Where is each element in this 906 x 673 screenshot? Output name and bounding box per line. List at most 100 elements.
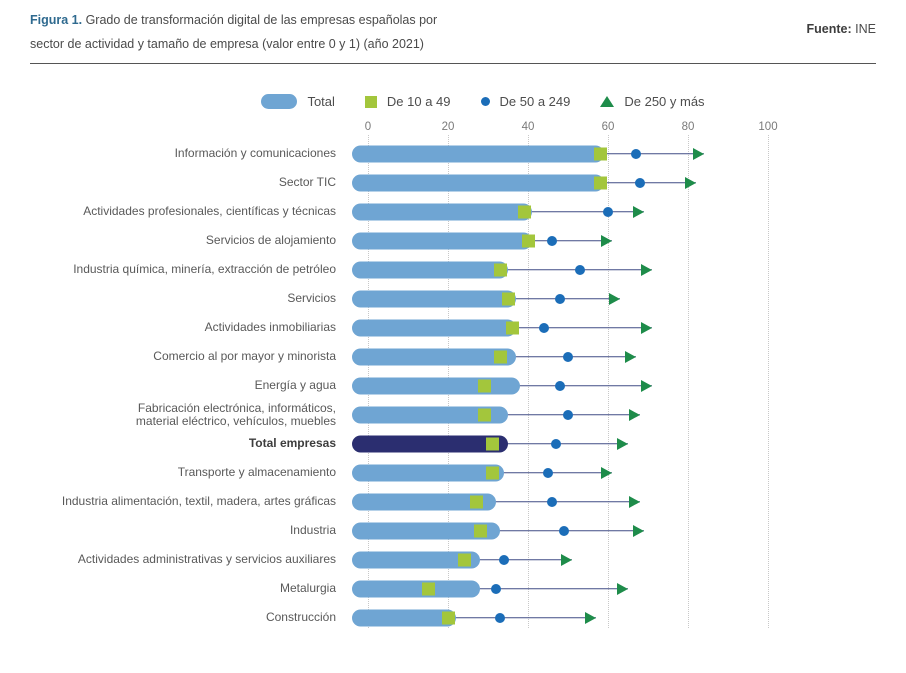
source-note: Fuente: INE xyxy=(807,22,876,36)
size-10-49-marker xyxy=(485,437,499,450)
row-track xyxy=(352,168,906,197)
size-50-249-marker xyxy=(551,438,561,449)
row-track xyxy=(352,603,906,632)
legend-item-total: Total xyxy=(261,94,335,109)
category-label: Construcción xyxy=(265,610,336,624)
size-250plus-marker xyxy=(617,437,628,450)
figure-title: Figura 1. Grado de transformación digita… xyxy=(30,8,510,56)
chart-row: Industria xyxy=(0,516,906,545)
category-label: Fabricación electrónica, informáticos, ma… xyxy=(135,400,336,428)
chart-row: Sector TIC xyxy=(0,168,906,197)
x-axis-tick: 20 xyxy=(441,121,455,133)
size-50-249-marker xyxy=(575,264,585,275)
size-10-49-marker xyxy=(485,466,499,479)
size-50-249-marker xyxy=(563,409,573,420)
range-line xyxy=(600,152,704,155)
total-bar xyxy=(352,406,508,423)
size-50-249-marker xyxy=(491,583,501,594)
total-bar xyxy=(352,145,604,162)
category-label: Actividades profesionales, científicas y… xyxy=(83,204,336,218)
range-line xyxy=(476,500,640,503)
category-label: Comercio al por mayor y minorista xyxy=(153,349,336,363)
total-bar xyxy=(352,377,520,394)
total-bar xyxy=(352,174,604,191)
size-10-49-marker xyxy=(473,524,487,537)
chart-legend: Total De 10 a 49 De 50 a 249 De 250 y má… xyxy=(60,94,906,109)
total-bar xyxy=(352,319,516,336)
total-bar xyxy=(352,522,500,539)
chart-row: Industria química, minería, extracción d… xyxy=(0,255,906,284)
size-50-249-marker xyxy=(555,380,565,391)
range-line xyxy=(524,210,644,213)
size-250plus-marker xyxy=(629,408,640,421)
range-line xyxy=(528,239,612,242)
size-250plus-marker xyxy=(641,379,652,392)
legend-item-de-10-a-49: De 10 a 49 xyxy=(364,94,451,109)
header-divider xyxy=(30,63,876,64)
total-bar xyxy=(352,493,496,510)
chart-row: Total empresas xyxy=(0,429,906,458)
figure-header: Figura 1. Grado de transformación digita… xyxy=(0,0,906,56)
total-bar xyxy=(352,348,516,365)
x-axis-tick: 0 xyxy=(364,121,372,133)
category-label: Industria alimentación, textil, madera, … xyxy=(61,494,336,508)
size-10-49-marker xyxy=(477,408,491,421)
chart-area: 0 20 40 60 80 100 Información y comunicacione… xyxy=(0,121,906,632)
legend-label: De 250 y más xyxy=(624,94,705,109)
category-label: Información y comunicaciones xyxy=(174,146,336,160)
category-label: Actividades administrativas y servicios … xyxy=(77,552,336,566)
size-10-49-marker xyxy=(517,205,531,218)
range-line xyxy=(512,326,652,329)
chart-row: Metalurgia xyxy=(0,574,906,603)
chart-row: Energía y agua xyxy=(0,371,906,400)
row-track xyxy=(352,400,906,429)
size-10-49-marker xyxy=(469,495,483,508)
range-line xyxy=(600,181,696,184)
row-track xyxy=(352,371,906,400)
size-50-249-marker xyxy=(555,293,565,304)
total-bar xyxy=(352,232,532,249)
category-label: Servicios de alojamiento xyxy=(205,233,336,247)
row-track xyxy=(352,458,906,487)
row-track xyxy=(352,516,906,545)
legend-label: De 50 a 249 xyxy=(499,94,571,109)
total-bar xyxy=(352,435,508,452)
row-track xyxy=(352,574,906,603)
range-line xyxy=(484,384,652,387)
chart-row: Actividades profesionales, científicas y… xyxy=(0,197,906,226)
size-250plus-marker xyxy=(629,495,640,508)
chart-row: Transporte y almacenamiento xyxy=(0,458,906,487)
total-bar xyxy=(352,290,516,307)
category-label: Metalurgia xyxy=(279,581,336,595)
size-50-249-marker xyxy=(495,612,505,623)
chart-row: Servicios xyxy=(0,284,906,313)
total-bar xyxy=(352,580,480,597)
size-10-49-marker xyxy=(521,234,535,247)
size-250plus-marker xyxy=(601,466,612,479)
size-250plus-marker xyxy=(609,292,620,305)
row-track xyxy=(352,226,906,255)
size-10-49-marker xyxy=(505,321,519,334)
chart-row: Actividades inmobiliarias xyxy=(0,313,906,342)
size-250plus-marker xyxy=(693,147,704,160)
legend-label: De 10 a 49 xyxy=(386,94,451,109)
size-250plus-marker xyxy=(625,350,636,363)
range-line xyxy=(428,587,628,590)
chart-row: Servicios de alojamiento xyxy=(0,226,906,255)
row-track xyxy=(352,429,906,458)
square-marker-icon xyxy=(364,95,377,108)
size-10-49-marker xyxy=(441,611,455,624)
size-250plus-marker xyxy=(601,234,612,247)
chart-row: Comercio al por mayor y minorista xyxy=(0,342,906,371)
x-axis-tick: 60 xyxy=(601,121,615,133)
size-50-249-marker xyxy=(499,554,509,565)
total-bar xyxy=(352,609,456,626)
total-bar xyxy=(352,551,480,568)
size-10-49-marker xyxy=(593,176,607,189)
size-250plus-marker xyxy=(641,263,652,276)
gridline xyxy=(688,135,689,628)
size-50-249-marker xyxy=(563,351,573,362)
chart-row: Información y comunicaciones xyxy=(0,139,906,168)
size-50-249-marker xyxy=(631,148,641,159)
row-track xyxy=(352,255,906,284)
